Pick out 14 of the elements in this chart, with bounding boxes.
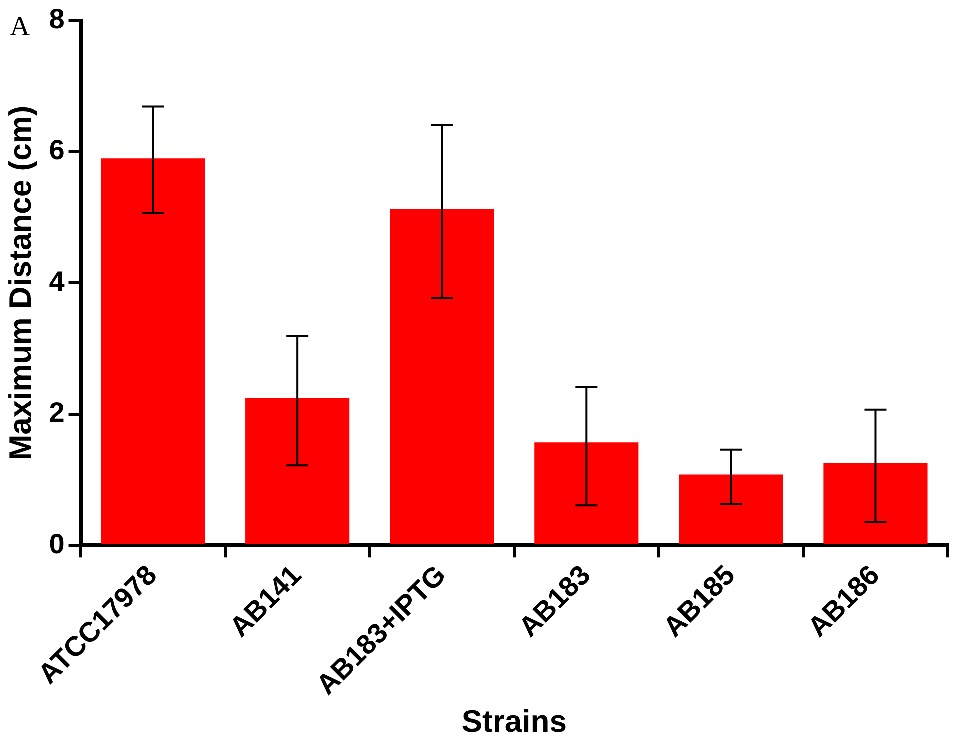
y-tick-label: 0 — [49, 528, 65, 560]
y-tick-label: 2 — [49, 397, 65, 428]
y-axis-title: Maximum Distance (cm) — [3, 106, 38, 461]
text: A — [10, 11, 31, 42]
bar — [679, 474, 784, 544]
bar — [101, 158, 206, 544]
y-tick-label: 6 — [49, 134, 65, 166]
y-tick-label: 8 — [49, 4, 65, 35]
bar — [534, 442, 639, 544]
bar — [824, 462, 928, 544]
x-axis-title: Strains — [462, 704, 567, 739]
bar — [246, 398, 350, 544]
bar — [390, 209, 494, 544]
y-tick-label: 4 — [49, 266, 66, 297]
